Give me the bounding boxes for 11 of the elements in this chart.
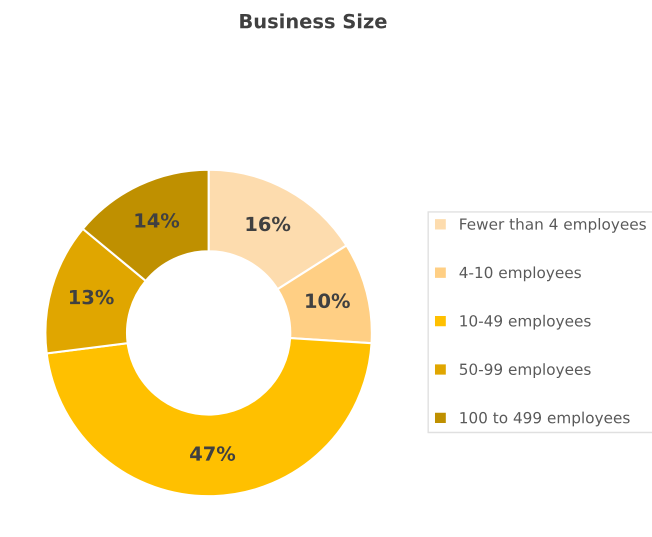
data-label: 10%	[306, 293, 350, 308]
data-label: 13%	[70, 290, 114, 304]
data-label: 47%	[190, 446, 236, 461]
legend-label: 4-10 employees	[459, 266, 581, 282]
legend-label: Fewer than 4 employees	[460, 218, 646, 233]
legend-label: 50-99 employees	[460, 363, 591, 378]
data-label: 16%	[246, 216, 290, 232]
legend-label: 10-49 employees	[460, 314, 591, 330]
data-label: 14%	[135, 213, 180, 228]
chart-title: Business Size	[240, 13, 387, 28]
legend-label: 100 to 499 employees	[460, 412, 630, 426]
